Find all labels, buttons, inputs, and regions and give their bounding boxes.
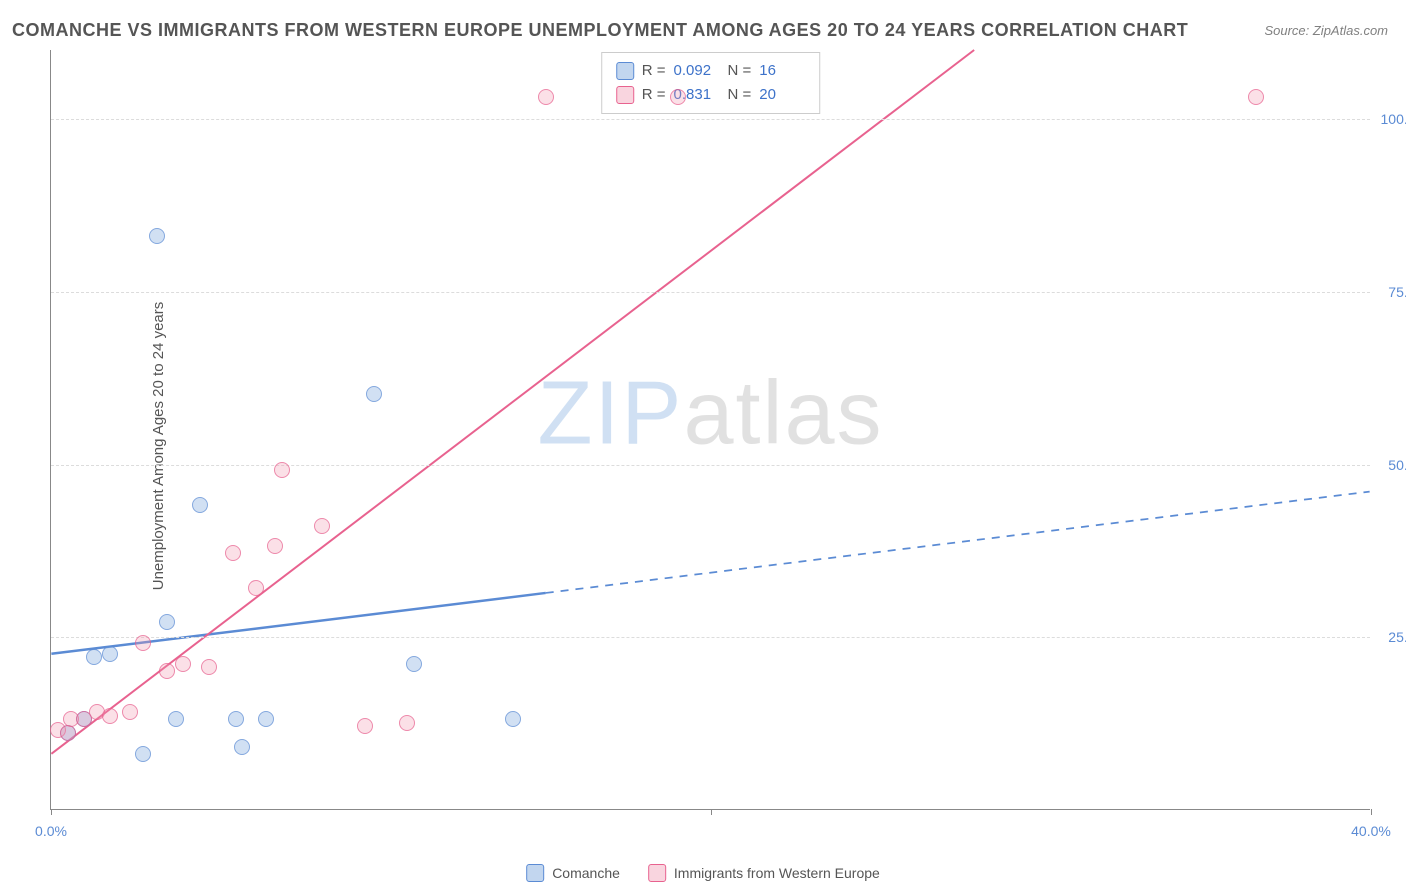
- data-point: [201, 659, 217, 675]
- n-label: N =: [728, 83, 752, 107]
- data-point: [149, 228, 165, 244]
- gridline: [51, 119, 1370, 120]
- data-point: [175, 656, 191, 672]
- data-point: [60, 725, 76, 741]
- legend-label: Immigrants from Western Europe: [674, 865, 880, 881]
- watermark-zip: ZIP: [537, 364, 683, 464]
- y-tick-label: 75.0%: [1388, 284, 1406, 300]
- plot-area: ZIPatlas R =0.092N =16R =0.831N =20 25.0…: [50, 50, 1370, 810]
- data-point: [274, 462, 290, 478]
- data-point: [102, 708, 118, 724]
- data-point: [228, 711, 244, 727]
- legend-swatch: [648, 864, 666, 882]
- trend-line-solid: [51, 50, 974, 754]
- data-point: [248, 580, 264, 596]
- data-point: [135, 635, 151, 651]
- data-point: [505, 711, 521, 727]
- source-attribution: Source: ZipAtlas.com: [1264, 23, 1388, 38]
- x-tick-label: 40.0%: [1351, 823, 1391, 839]
- legend-item: Comanche: [526, 864, 620, 882]
- data-point: [258, 711, 274, 727]
- trend-line-dashed: [546, 492, 1370, 593]
- n-label: N =: [728, 59, 752, 83]
- legend-label: Comanche: [552, 865, 620, 881]
- r-label: R =: [642, 83, 666, 107]
- data-point: [234, 739, 250, 755]
- chart-title: COMANCHE VS IMMIGRANTS FROM WESTERN EURO…: [12, 20, 1188, 41]
- data-point: [366, 386, 382, 402]
- data-point: [122, 704, 138, 720]
- data-point: [135, 746, 151, 762]
- data-point: [102, 646, 118, 662]
- gridline: [51, 292, 1370, 293]
- data-point: [399, 715, 415, 731]
- data-point: [192, 497, 208, 513]
- r-value: 0.092: [674, 59, 720, 83]
- y-tick-label: 25.0%: [1388, 629, 1406, 645]
- data-point: [225, 545, 241, 561]
- y-tick-label: 100.0%: [1381, 111, 1406, 127]
- watermark-atlas: atlas: [683, 364, 883, 464]
- series-legend: Comanche Immigrants from Western Europe: [526, 864, 880, 882]
- legend-row: R =0.831N =20: [616, 83, 806, 107]
- x-tick-mark: [711, 809, 712, 815]
- legend-swatch: [526, 864, 544, 882]
- data-point: [267, 538, 283, 554]
- legend-swatch: [616, 86, 634, 104]
- data-point: [357, 718, 373, 734]
- legend-swatch: [616, 62, 634, 80]
- correlation-legend: R =0.092N =16R =0.831N =20: [601, 52, 821, 114]
- data-point: [538, 89, 554, 105]
- x-tick-mark: [1371, 809, 1372, 815]
- data-point: [168, 711, 184, 727]
- data-point: [159, 663, 175, 679]
- gridline: [51, 637, 1370, 638]
- x-tick-label: 0.0%: [35, 823, 67, 839]
- data-point: [1248, 89, 1264, 105]
- data-point: [159, 614, 175, 630]
- data-point: [670, 89, 686, 105]
- gridline: [51, 465, 1370, 466]
- data-point: [314, 518, 330, 534]
- n-value: 16: [759, 59, 805, 83]
- legend-item: Immigrants from Western Europe: [648, 864, 880, 882]
- data-point: [86, 649, 102, 665]
- trend-lines: [51, 50, 1370, 809]
- legend-row: R = 0.092 N = 16: [616, 59, 806, 83]
- watermark: ZIPatlas: [537, 363, 883, 466]
- r-label: R =: [642, 59, 666, 83]
- data-point: [406, 656, 422, 672]
- trend-line-solid: [51, 593, 545, 654]
- y-tick-label: 50.0%: [1388, 457, 1406, 473]
- n-value: 20: [759, 83, 805, 107]
- x-tick-mark: [51, 809, 52, 815]
